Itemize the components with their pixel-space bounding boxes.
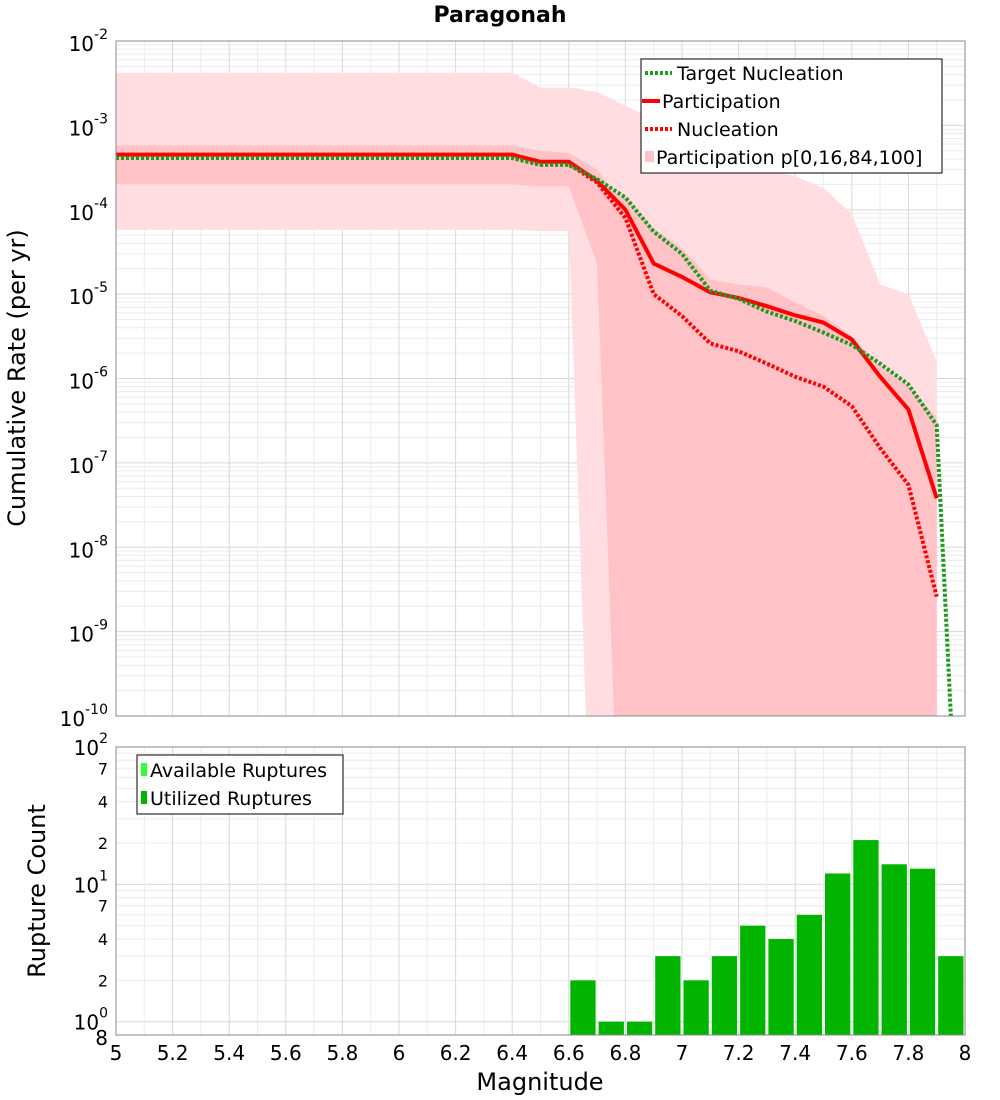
bar-utilized-ruptures — [626, 1021, 653, 1035]
y-tick-label: 10-7 — [69, 449, 108, 478]
bar-utilized-ruptures — [711, 956, 738, 1035]
top-bands — [116, 72, 937, 717]
y-tick-label: 10-6 — [69, 365, 109, 394]
x-tick-label: 5.8 — [326, 1041, 358, 1065]
bar-utilized-ruptures — [938, 956, 964, 1035]
x-tick-label: 5 — [110, 1041, 123, 1065]
chart-title: Paragonah — [433, 3, 566, 28]
y-tick-minor-label: 7 — [98, 897, 108, 916]
legend-label-participation: Participation — [662, 91, 781, 113]
x-tick-label: 7.8 — [892, 1041, 924, 1065]
x-tick-label: 7.2 — [723, 1041, 755, 1065]
legend-label-nucleation: Nucleation — [677, 119, 779, 141]
y-tick-label: 100 — [74, 1006, 108, 1035]
bar-utilized-ruptures — [825, 873, 851, 1035]
bar-utilized-ruptures — [683, 980, 709, 1035]
legend-label-available-ruptures: Available Ruptures — [150, 760, 327, 782]
y-tick-label: 10-10 — [60, 702, 108, 731]
bottom-y-axis-label: Rupture Count — [23, 804, 51, 978]
bottom-legend: Available Ruptures Utilized Ruptures — [136, 754, 344, 815]
y-tick-label: 10-5 — [69, 280, 108, 309]
y-tick-label: 10-2 — [69, 27, 108, 56]
y-tick-minor-label: 4 — [98, 793, 108, 812]
x-tick-label: 6.8 — [609, 1041, 641, 1065]
bottom-x-tick-labels: 5 5.2 5.4 5.6 5.8 6 6.2 6.4 6.6 6.8 7 7.2 7.4 7.6 7.8 8 — [110, 1041, 972, 1065]
bottom-bars — [570, 840, 964, 1035]
bar-utilized-ruptures — [881, 864, 907, 1035]
y-tick-minor-label: 8 — [95, 1026, 108, 1050]
bar-utilized-ruptures — [768, 939, 794, 1035]
legend-swatch-participation-band — [645, 151, 654, 162]
top-legend: Target Nucleation Participation Nucleati… — [640, 58, 943, 174]
x-tick-label: 6.2 — [440, 1041, 472, 1065]
bar-utilized-ruptures — [740, 925, 766, 1035]
bar-utilized-ruptures — [655, 956, 681, 1035]
series-line-nucleation — [116, 154, 939, 598]
y-tick-label: 101 — [74, 868, 108, 897]
legend-label-target-nucleation: Target Nucleation — [676, 63, 844, 85]
top-y-tick-labels: 10-2 10-3 10-4 10-5 10-6 10-7 10-8 10-9 10-10 — [60, 27, 108, 731]
x-tick-label: 8 — [959, 1041, 972, 1065]
x-tick-label: 7.4 — [779, 1041, 811, 1065]
legend-swatch-available-ruptures — [141, 763, 147, 776]
legend-swatch-utilized-ruptures — [141, 791, 147, 804]
x-tick-label: 7 — [676, 1041, 689, 1065]
bar-utilized-ruptures — [570, 980, 596, 1035]
x-tick-label: 6.4 — [496, 1041, 528, 1065]
y-tick-label: 10-4 — [69, 196, 109, 225]
bottom-panel: 100 101 102 8 2 4 7 2 4 7 5 5.2 5.4 5.6 5.8 6 6.2 6.4 6.6… — [23, 731, 971, 1096]
series-line-target-nucleation — [116, 156, 953, 717]
legend-label-participation-band: Participation p[0,16,84,100] — [656, 147, 922, 169]
legend-label-utilized-ruptures: Utilized Ruptures — [150, 788, 312, 810]
x-tick-label: 6 — [393, 1041, 406, 1065]
y-tick-label: 10-8 — [69, 533, 108, 562]
top-y-axis-label: Cumulative Rate (per yr) — [3, 229, 31, 527]
x-tick-label: 5.4 — [213, 1041, 245, 1065]
y-tick-minor-label: 7 — [98, 759, 108, 778]
bar-utilized-ruptures — [853, 840, 879, 1035]
top-panel: 10-2 10-3 10-4 10-5 10-6 10-7 10-8 10-9 10-10 Pa… — [3, 3, 966, 731]
y-tick-minor-label: 4 — [98, 930, 108, 949]
bar-utilized-ruptures — [796, 914, 822, 1035]
x-tick-label: 5.6 — [270, 1041, 302, 1065]
participation-band-1 — [116, 145, 937, 717]
x-tick-label: 5.2 — [157, 1041, 189, 1065]
top-legend-box — [640, 58, 943, 174]
bar-utilized-ruptures — [598, 1021, 624, 1035]
y-tick-minor-label: 2 — [98, 971, 108, 990]
top-frame — [115, 40, 966, 717]
bottom-legend-box — [136, 754, 344, 815]
x-axis-label: Magnitude — [476, 1068, 603, 1096]
bar-utilized-ruptures — [909, 868, 936, 1035]
y-tick-label: 10-9 — [69, 618, 108, 647]
y-tick-label: 102 — [74, 731, 108, 760]
bottom-y-tick-labels: 100 101 102 8 2 4 7 2 4 7 — [74, 731, 108, 1050]
y-tick-minor-label: 2 — [98, 834, 108, 853]
y-tick-label: 10-3 — [69, 111, 108, 140]
x-tick-label: 6.6 — [553, 1041, 585, 1065]
top-lines — [116, 152, 953, 717]
x-tick-label: 7.6 — [836, 1041, 868, 1065]
bottom-frame — [115, 746, 966, 1036]
